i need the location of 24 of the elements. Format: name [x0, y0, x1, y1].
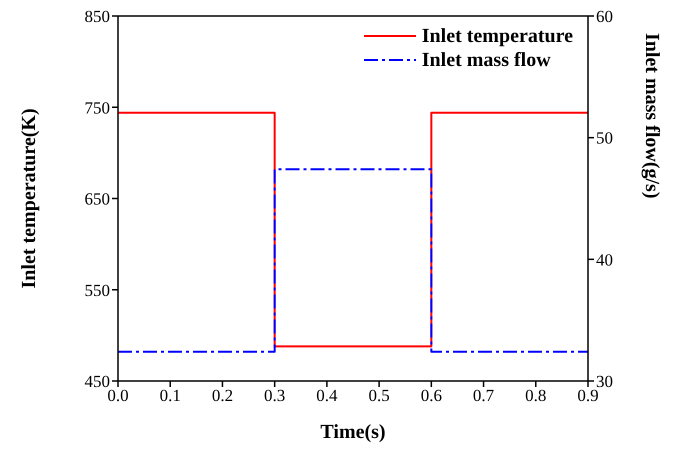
x-tick-label: 0.9	[577, 386, 599, 406]
y-tick-label: 750	[84, 98, 110, 118]
x-tick-label: 0.4	[316, 386, 338, 406]
y2-tick-label: 50	[596, 128, 613, 148]
legend-label: Inlet mass flow	[422, 48, 551, 72]
y-tick-label: 450	[84, 372, 110, 392]
x-tick-label: 0.8	[525, 386, 546, 406]
y-tick-label: 850	[84, 7, 110, 26]
x-tick-label: 0.3	[264, 386, 286, 406]
y2-tick-label: 40	[596, 250, 613, 270]
y2-tick-label: 30	[596, 372, 613, 392]
y-tick-label: 650	[84, 190, 110, 209]
y-tick-label: 550	[84, 280, 110, 300]
legend-label: Inlet temperature	[422, 24, 573, 48]
x-tick-label: 0.7	[472, 386, 495, 406]
x-tick-label: 0.2	[212, 386, 234, 406]
y2-axis-title: Inlet mass flow(g/s)	[640, 32, 663, 198]
x-tick-label: 0.6	[420, 386, 442, 406]
y-axis-title: Inlet temperature(K)	[18, 108, 40, 288]
x-tick-label: 0.0	[107, 386, 129, 406]
y2-tick-label: 60	[596, 7, 613, 26]
x-axis-title: Time(s)	[320, 421, 386, 443]
x-tick-label: 0.5	[368, 386, 390, 406]
x-tick-label: 0.1	[160, 386, 181, 406]
